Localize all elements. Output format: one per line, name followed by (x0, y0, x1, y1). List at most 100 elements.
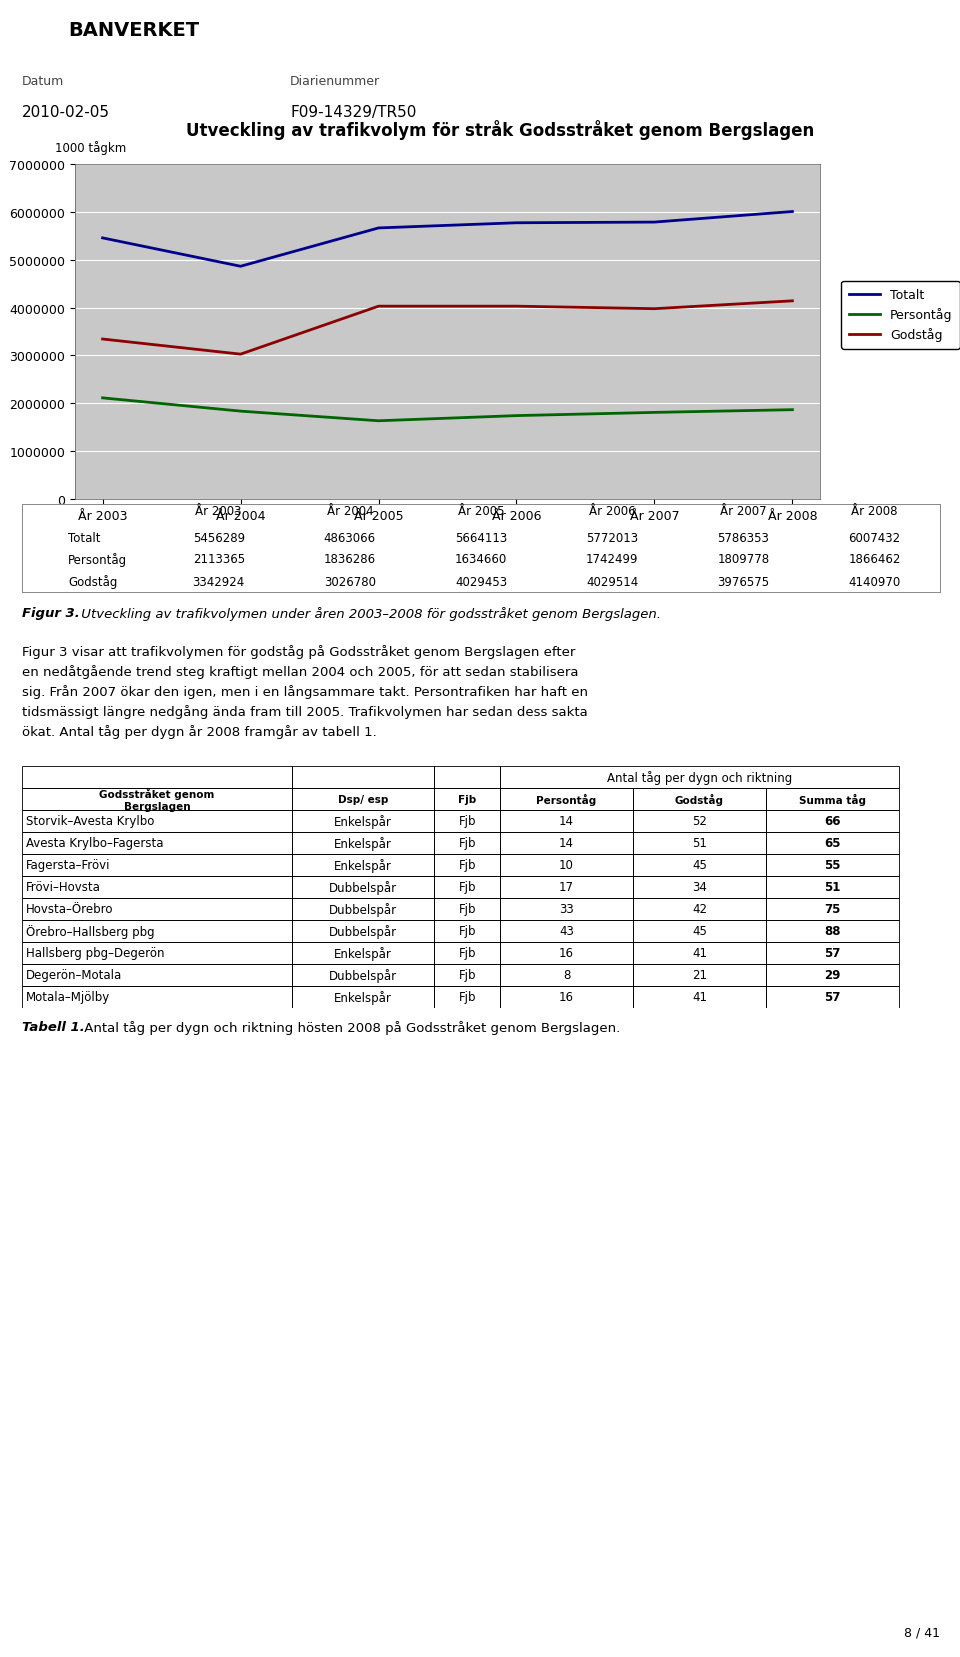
Bar (633, 898, 766, 920)
Bar (22, 810, 292, 832)
Text: 3026780: 3026780 (324, 575, 376, 588)
Text: 5456289: 5456289 (193, 532, 245, 543)
Bar (292, 832, 434, 855)
Text: Godståg: Godståg (675, 794, 724, 805)
Bar (434, 898, 500, 920)
Bar (434, 789, 500, 810)
Bar (434, 964, 500, 986)
Text: en nedåtgående trend steg kraftigt mellan 2004 och 2005, för att sedan stabilise: en nedåtgående trend steg kraftigt mella… (22, 664, 579, 679)
Persontåg (511, 406, 522, 426)
Text: 57: 57 (824, 991, 840, 1004)
Text: 41: 41 (692, 991, 707, 1004)
Text: Antal tåg per dygn och riktning hösten 2008 på Godsstråket genom Bergslagen.: Antal tåg per dygn och riktning hösten 2… (80, 1021, 620, 1034)
Bar (766, 898, 899, 920)
Totalt (372, 219, 384, 239)
Text: Enkelspår: Enkelspår (334, 946, 392, 961)
Text: Fjb: Fjb (459, 991, 476, 1004)
Text: Fjb: Fjb (459, 925, 476, 938)
Bar (22, 964, 292, 986)
Godståg (97, 330, 108, 350)
Text: 16: 16 (559, 991, 574, 1004)
Godståg (649, 300, 660, 320)
Bar (633, 964, 766, 986)
Text: 4029453: 4029453 (455, 575, 507, 588)
Text: 2010-02-05: 2010-02-05 (22, 104, 110, 119)
Bar (633, 943, 766, 964)
Text: Fjb: Fjb (459, 858, 476, 872)
Text: Enkelspår: Enkelspår (334, 837, 392, 850)
Godståg (372, 297, 384, 316)
Bar (633, 789, 766, 810)
Text: År 2004: År 2004 (326, 505, 373, 517)
Text: 14: 14 (559, 815, 574, 828)
Bar (500, 964, 633, 986)
Text: Motala–Mjölby: Motala–Mjölby (26, 991, 110, 1004)
Bar (292, 810, 434, 832)
Bar (500, 920, 633, 943)
Text: 4140970: 4140970 (849, 575, 900, 588)
Bar (766, 789, 899, 810)
Bar (434, 832, 500, 855)
Text: Fjb: Fjb (459, 969, 476, 983)
Bar (22, 832, 292, 855)
Godståg (235, 345, 247, 365)
Bar (434, 877, 500, 898)
Text: Utveckling av trafikvolymen under åren 2003–2008 för godsstråket genom Bergslage: Utveckling av trafikvolymen under åren 2… (77, 606, 661, 621)
Text: 2113365: 2113365 (193, 553, 245, 567)
Text: 45: 45 (692, 925, 707, 938)
Text: Fagersta–Frövi: Fagersta–Frövi (26, 858, 110, 872)
Bar (292, 986, 434, 1009)
Text: 16: 16 (559, 946, 574, 959)
Bar (766, 832, 899, 855)
Text: Summa tåg: Summa tåg (799, 794, 866, 805)
Bar (766, 920, 899, 943)
Text: 43: 43 (559, 925, 574, 938)
Bar (633, 810, 766, 832)
Text: Dubbelspår: Dubbelspår (329, 968, 397, 983)
Text: Frövi–Hovsta: Frövi–Hovsta (26, 882, 101, 895)
Bar (434, 920, 500, 943)
Text: Storvik–Avesta Krylbo: Storvik–Avesta Krylbo (26, 815, 155, 828)
Bar (22, 767, 292, 789)
Text: 34: 34 (692, 882, 707, 895)
Bar (766, 943, 899, 964)
Text: 75: 75 (824, 903, 840, 916)
Text: 4863066: 4863066 (324, 532, 376, 543)
Text: 1742499: 1742499 (586, 553, 638, 567)
Text: Totalt: Totalt (68, 532, 101, 543)
Persontåg (649, 403, 660, 423)
Text: F09-14329/TR50: F09-14329/TR50 (290, 104, 417, 119)
Text: 52: 52 (692, 815, 707, 828)
Bar (292, 964, 434, 986)
Bar (766, 855, 899, 877)
Text: År 2003: År 2003 (196, 505, 242, 517)
Text: Fjb: Fjb (459, 903, 476, 916)
Text: Figur 3 visar att trafikvolymen för godståg på Godsstråket genom Bergslagen efte: Figur 3 visar att trafikvolymen för gods… (22, 645, 575, 658)
Text: Dubbelspår: Dubbelspår (329, 925, 397, 938)
Persontåg (786, 401, 798, 421)
Text: 45: 45 (692, 858, 707, 872)
Text: 29: 29 (824, 969, 840, 983)
Bar (22, 943, 292, 964)
Text: 6007432: 6007432 (849, 532, 900, 543)
Totalt (235, 257, 247, 277)
Persontåg (235, 403, 247, 423)
Text: 51: 51 (692, 837, 707, 850)
Text: Persontåg: Persontåg (537, 794, 597, 805)
Bar (22, 986, 292, 1009)
Bar (500, 855, 633, 877)
Bar (434, 943, 500, 964)
Text: Godsstråket genom
Bergslagen: Godsstråket genom Bergslagen (100, 787, 215, 812)
Text: Fjb: Fjb (459, 837, 476, 850)
Text: 1000 tågkm: 1000 tågkm (55, 141, 127, 154)
Persontåg (97, 389, 108, 409)
Bar (500, 810, 633, 832)
Text: 5772013: 5772013 (587, 532, 638, 543)
Text: 66: 66 (824, 815, 840, 828)
Bar (292, 767, 434, 789)
Text: 41: 41 (692, 946, 707, 959)
Text: 57: 57 (824, 946, 840, 959)
Text: 3976575: 3976575 (717, 575, 769, 588)
Text: Fjb: Fjb (459, 882, 476, 895)
Text: 1866462: 1866462 (849, 553, 900, 567)
